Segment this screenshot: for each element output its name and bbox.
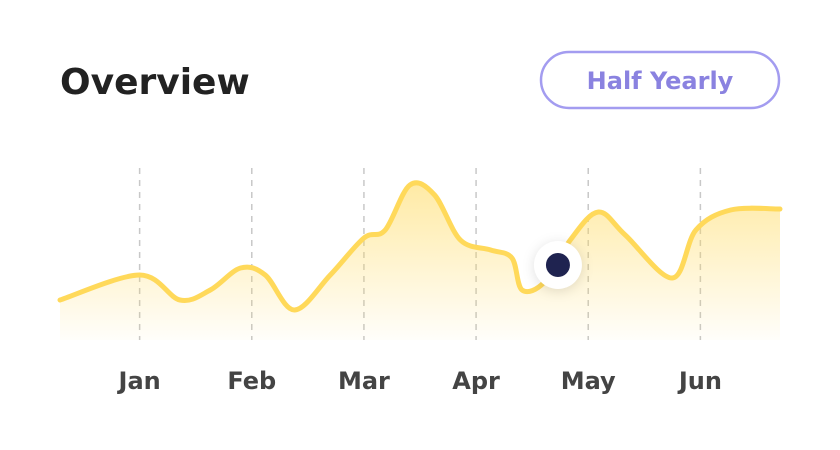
button-frame[interactable] xyxy=(539,50,781,110)
period-button[interactable]: Half Yearly xyxy=(539,50,781,110)
highlight-point xyxy=(545,253,570,277)
x-tick-label: Apr xyxy=(452,367,500,395)
x-tick-label: Feb xyxy=(227,367,276,395)
title: Overview xyxy=(60,62,250,103)
line xyxy=(57,180,783,313)
button-label[interactable]: Half Yearly xyxy=(587,67,734,95)
area-fill xyxy=(60,182,780,340)
x-tick-label: Jan xyxy=(117,367,161,395)
x-tick-label: May xyxy=(561,367,616,395)
x-tick-label: Jun xyxy=(677,367,722,395)
x-tick-label: Mar xyxy=(338,367,390,395)
